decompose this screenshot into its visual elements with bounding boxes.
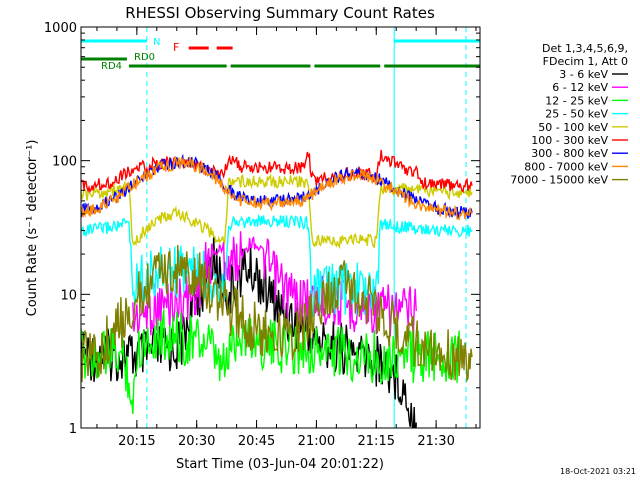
flare-label: F — [173, 41, 179, 54]
legend-entry-label: 7000 - 15000 keV — [510, 174, 608, 187]
x-tick-label: 21:00 — [298, 434, 335, 449]
legend-entry-label: 3 - 6 keV — [559, 68, 608, 81]
series-line-4 — [81, 213, 473, 318]
series-line-5 — [81, 173, 473, 250]
rd4-label: RD4 — [101, 61, 122, 72]
x-tick-label: 21:15 — [358, 434, 395, 449]
legend-entry-label: 100 - 300 keV — [531, 134, 608, 147]
series-group — [81, 149, 473, 428]
series-line-2 — [132, 231, 417, 338]
series-line-3 — [81, 309, 461, 414]
legend-entry-label: 300 - 800 keV — [531, 147, 608, 160]
timestamp-label: 18-Oct-2021 03:21 — [560, 467, 636, 476]
legend-entry-label: 12 - 25 keV — [545, 94, 608, 107]
x-axis-label: Start Time (03-Jun-04 20:01:22) — [176, 457, 384, 472]
x-tick-label: 21:30 — [417, 434, 454, 449]
y-tick-label: 10 — [60, 288, 77, 303]
series-line-6 — [81, 149, 473, 194]
series-line-1 — [81, 236, 417, 428]
y-tick-label: 1000 — [44, 21, 77, 36]
legend-header-line: Det 1,3,4,5,6,9, — [542, 42, 628, 55]
series-line-8 — [81, 155, 473, 221]
plot-area: N F RD0 RD4 — [80, 27, 480, 428]
legend-header-line: FDecim 1, Att 0 — [543, 55, 628, 68]
y-tick-label: 1 — [69, 422, 77, 437]
legend-entry-label: 6 - 12 keV — [552, 81, 608, 94]
legend: Det 1,3,4,5,6,9,FDecim 1, Att 03 - 6 keV… — [510, 42, 628, 187]
night-label: N — [153, 37, 160, 48]
x-tick-label: 20:45 — [238, 434, 275, 449]
x-tick-label: 20:15 — [118, 434, 155, 449]
series-line-9 — [81, 244, 473, 383]
plot-frame — [80, 26, 481, 429]
rd0-label: RD0 — [134, 52, 155, 63]
legend-entry-label: 25 - 50 keV — [545, 108, 608, 121]
y-axis-label: Count Rate (s⁻¹ detector⁻¹) — [25, 140, 40, 317]
x-tick-label: 20:30 — [178, 434, 215, 449]
legend-entry-label: 50 - 100 keV — [538, 121, 608, 134]
legend-entry-label: 800 - 7000 keV — [524, 160, 608, 173]
y-tick-label: 100 — [52, 155, 77, 170]
chart-title: RHESSI Observing Summary Count Rates — [125, 4, 435, 22]
axes: 1 10 100 1000 20:15 20:30 20:45 21:00 21:15 21:30 — [44, 21, 481, 449]
